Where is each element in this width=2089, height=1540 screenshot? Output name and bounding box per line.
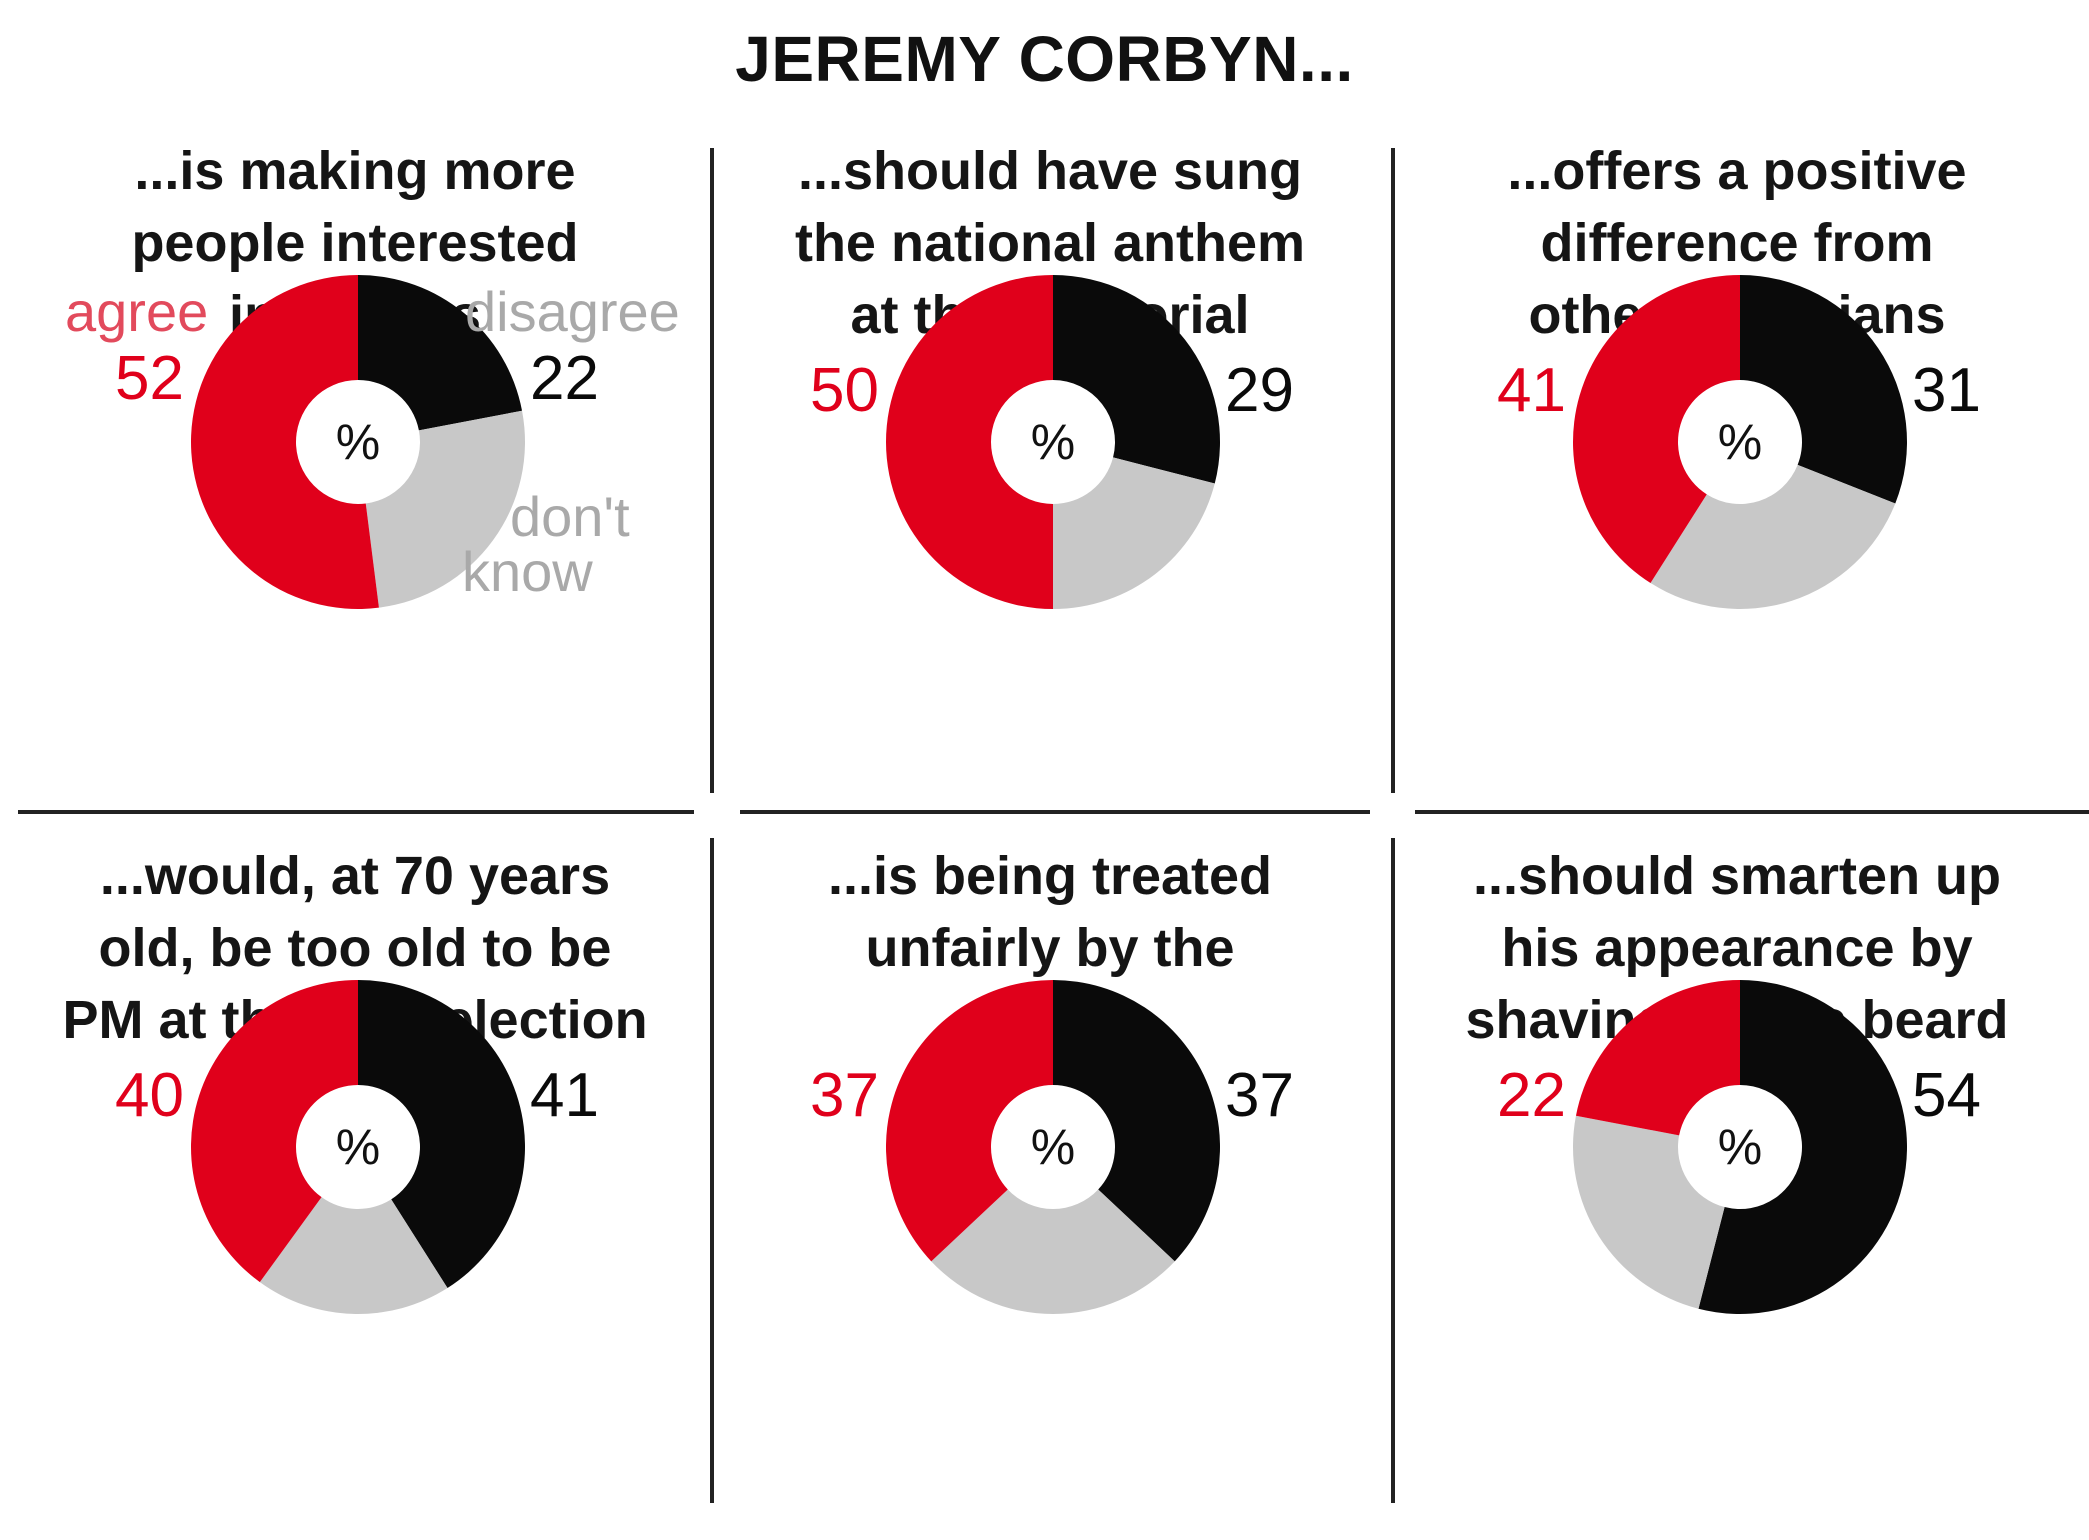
donut-slice-dont-know	[1650, 464, 1896, 609]
divider-vertical-2	[1391, 148, 1395, 793]
donut-slice-agree	[1575, 980, 1740, 1136]
question-line: the national anthem	[794, 213, 1306, 273]
question-line: ...would, at 70 years	[99, 846, 611, 906]
disagree-value-label: 54	[1912, 1061, 1981, 1130]
question-line: ...is being treated	[827, 846, 1273, 906]
donut-slice-disagree	[1698, 980, 1907, 1314]
question-line: old, be too old to be	[98, 918, 612, 978]
question-line: people interested	[131, 213, 579, 273]
donut-slice-agree	[1573, 275, 1740, 584]
question-line: ...should smarten up	[1472, 846, 2002, 906]
donut-slice-disagree	[358, 980, 526, 1289]
disagree-value-label: 29	[1225, 356, 1294, 425]
percent-center-label: %	[1031, 1119, 1075, 1175]
donut-slice-dont-know	[931, 1189, 1175, 1314]
agree-value-label: 22	[1497, 1061, 1566, 1130]
agree-value-label: 50	[810, 356, 879, 425]
agree-value-label: 40	[115, 1061, 184, 1130]
chart-title: JEREMY CORBYN...	[735, 23, 1354, 95]
question-line: unfairly by the	[865, 918, 1235, 978]
disagree-value-label: 31	[1912, 356, 1981, 425]
agree-value-label: 41	[1497, 356, 1566, 425]
donut-slice-agree	[886, 275, 1053, 609]
percent-center-label: %	[336, 1119, 380, 1175]
legend-agree-label: agree	[65, 280, 209, 343]
donut-chart: %	[886, 275, 1220, 609]
donut-panel: ...should smarten up his appearance by sha…	[1392, 840, 2082, 1540]
donut-slice-agree	[191, 980, 358, 1283]
disagree-value-label: 37	[1225, 1061, 1294, 1130]
question-line: ...is making more	[134, 141, 576, 201]
donut-chart: %	[191, 275, 525, 609]
percent-center-label: %	[1718, 1119, 1762, 1175]
disagree-value-label: 22	[530, 344, 599, 413]
donut-slice-disagree	[1053, 980, 1220, 1262]
question-line: his appearance by	[1501, 918, 1973, 978]
donut-chart: %	[886, 980, 1220, 1314]
legend-know-label: know	[462, 540, 593, 603]
donut-chart: %	[1573, 275, 1907, 609]
question-line: difference from	[1540, 213, 1934, 273]
donut-panel: ...would, at 70 years old, be too old to …	[10, 840, 700, 1540]
question-line: ...offers a positive	[1507, 141, 1967, 201]
agree-value-label: 52	[115, 344, 184, 413]
legend-dont-know-label: don't	[510, 485, 630, 548]
donut-slice-disagree	[1740, 275, 1907, 504]
donut-panel: ...offers a positive difference from other…	[1392, 135, 2082, 835]
disagree-value-label: 41	[530, 1061, 599, 1130]
donut-slice-dont-know	[365, 410, 525, 608]
donut-chart: %	[1573, 980, 1907, 1314]
donut-panel: ...should have sung the national anthem at…	[705, 135, 1395, 835]
question-line: ...should have sung	[797, 141, 1303, 201]
divider-horizontal-3	[1415, 810, 2089, 814]
divider-vertical-3	[710, 838, 714, 1503]
donut-slice-dont-know	[1053, 457, 1215, 609]
percent-center-label: %	[1031, 414, 1075, 470]
divider-vertical-1	[710, 148, 714, 793]
donut-slice-agree	[886, 980, 1053, 1262]
divider-vertical-4	[1391, 838, 1395, 1503]
donut-slice-agree	[191, 275, 379, 609]
donut-chart: %	[191, 980, 526, 1314]
donut-slice-dont-know	[259, 1197, 448, 1314]
legend-disagree-label: disagree	[465, 280, 680, 343]
percent-center-label: %	[336, 414, 380, 470]
divider-horizontal-1	[18, 810, 694, 814]
panel-question: ...should have sung the national anthem at…	[715, 135, 1385, 351]
donut-slice-disagree	[1053, 275, 1220, 484]
donut-slice-dont-know	[1573, 1115, 1725, 1309]
divider-horizontal-2	[740, 810, 1370, 814]
percent-center-label: %	[1718, 414, 1762, 470]
donut-slice-disagree	[358, 275, 523, 431]
agree-value-label: 37	[810, 1061, 879, 1130]
panel-question: ...offers a positive difference from other…	[1402, 135, 2072, 351]
